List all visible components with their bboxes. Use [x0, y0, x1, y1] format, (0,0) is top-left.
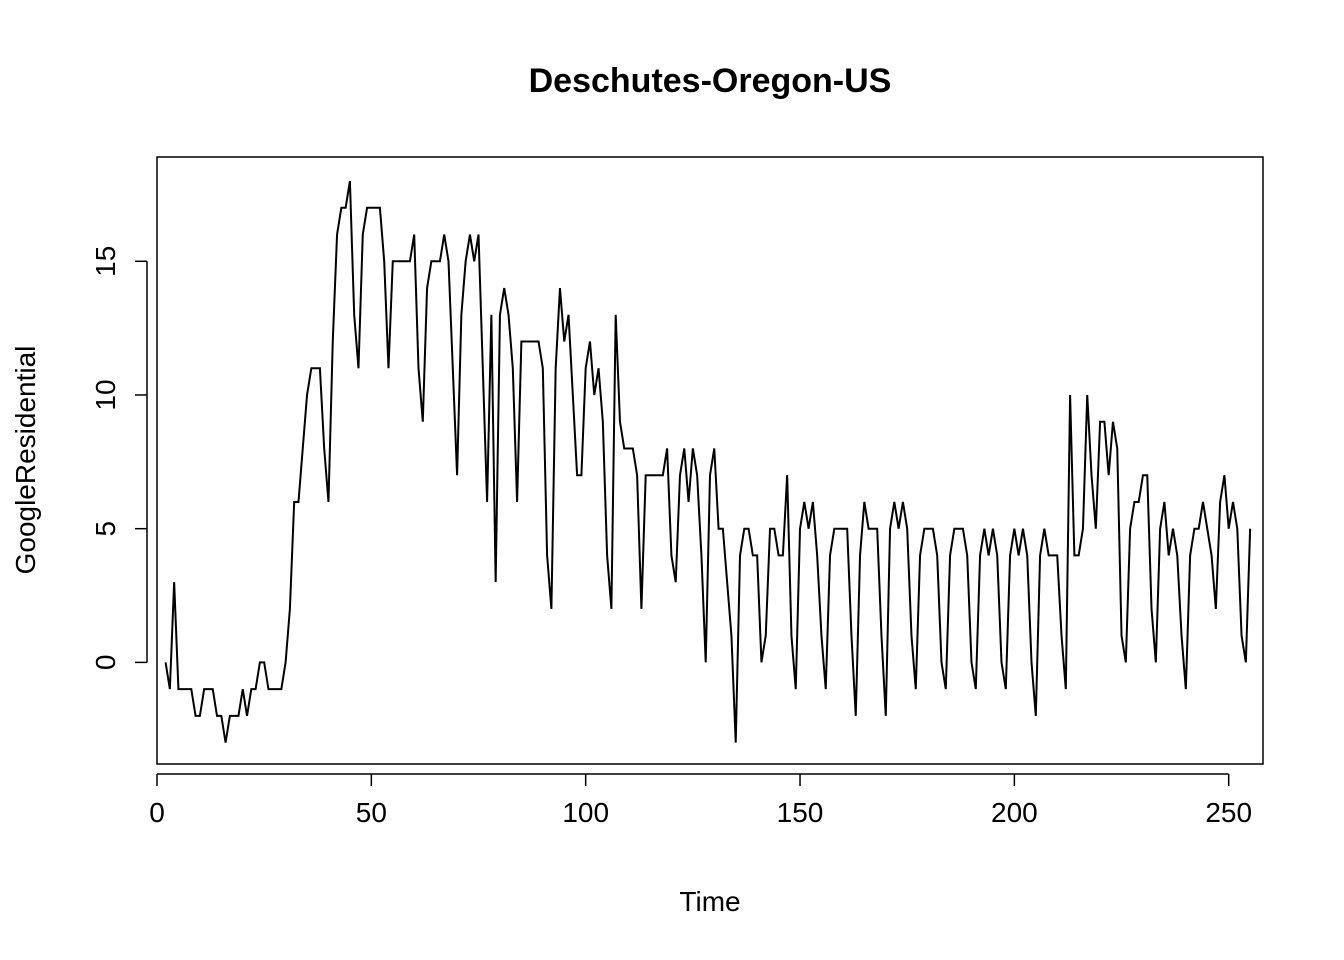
series-line-0: [164, 180, 1252, 743]
series-layer: [164, 180, 1252, 743]
y-tick-label: 0: [90, 655, 121, 671]
y-tick-label: 10: [90, 379, 121, 410]
plot-frame: [156, 156, 1264, 765]
chart-title: Deschutes-Oregon-US: [529, 62, 892, 100]
y-axis-label: GoogleResidential: [10, 346, 41, 575]
x-tick-label: 250: [1205, 797, 1252, 828]
x-axis-label: Time: [679, 886, 740, 917]
x-axis: 0 50 100 150 200 250: [149, 773, 1252, 828]
y-tick-label: 5: [90, 521, 121, 537]
x-tick-label: 0: [149, 797, 165, 828]
x-tick-label: 50: [356, 797, 387, 828]
y-tick-label: 15: [90, 246, 121, 277]
y-axis: 0 5 10 15: [90, 246, 148, 671]
x-tick-label: 200: [991, 797, 1038, 828]
x-tick-label: 150: [777, 797, 824, 828]
x-tick-label: 100: [562, 797, 609, 828]
